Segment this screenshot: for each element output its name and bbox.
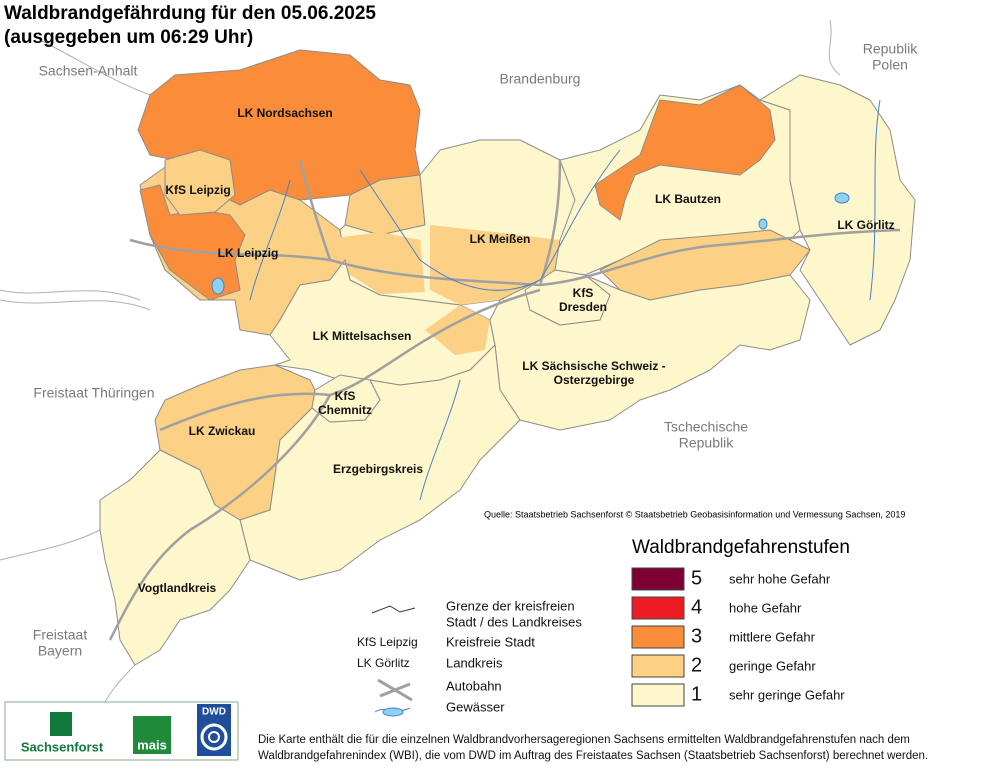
district-area <box>311 374 381 423</box>
logo-text: mais <box>137 737 167 752</box>
logo-text: Sachsenforst <box>21 739 104 754</box>
source: Quelle: Staatsbetrieb Sachsenforst © Sta… <box>484 509 905 519</box>
symbol-label: Autobahn <box>446 678 502 693</box>
legend-label: sehr geringe Gefahr <box>729 687 845 702</box>
district-label: Vogtlandkreis <box>138 581 217 595</box>
district-label: LK Meißen <box>470 232 531 246</box>
neighbor-label: Freistaat <box>33 627 88 643</box>
legend-swatch <box>631 567 685 591</box>
logo-text: DWD <box>202 707 226 718</box>
symbol-label: Gewässer <box>446 699 505 714</box>
neighbor-label: Freistaat Thüringen <box>33 385 154 401</box>
symbol-example: KfS Leipzig <box>357 635 418 649</box>
subtitle: (ausgegeben um 06:29 Uhr) <box>4 27 253 48</box>
symbol-legend: Grenze der kreisfreien Stadt / des Landk… <box>357 598 582 717</box>
district-area <box>336 232 425 294</box>
district-label: LK Leipzig <box>218 246 279 260</box>
district-area <box>425 305 490 355</box>
legend-label: sehr hohe Gefahr <box>729 571 831 586</box>
symbol-label: Grenze der kreisfreien <box>446 598 575 613</box>
neighbor-label: Republik <box>679 435 734 451</box>
symbol-example: LK Görlitz <box>357 656 410 670</box>
district-area <box>594 84 776 221</box>
district-label: Osterzgebirge <box>554 373 635 387</box>
footnote: Waldbrandgefahrenindex (WBI), die vom DW… <box>258 750 928 762</box>
symbol-label: Landkreis <box>446 655 503 670</box>
logos: Sachsenforst mais DWD <box>4 701 239 761</box>
district-label: LK Mittelsachsen <box>313 329 412 343</box>
district-label: LK Nordsachsen <box>237 106 332 120</box>
symbol-label: Stadt / des Landkreises <box>446 614 582 629</box>
district-label: LK Sächsische Schweiz - <box>522 359 665 373</box>
legend-swatch <box>631 683 685 707</box>
legend-swatch <box>631 625 685 649</box>
legend-title: Waldbrandgefahrenstufen <box>632 537 850 558</box>
legend-level: 3 <box>691 625 702 647</box>
neighbor-label: Bayern <box>38 643 82 659</box>
legend-level: 2 <box>691 654 702 676</box>
footnote: Die Karte enthält die für die einzelnen … <box>258 734 910 746</box>
symbol-label: Kreisfreie Stadt <box>446 634 535 649</box>
district-label: Dresden <box>559 300 607 314</box>
district-area <box>139 184 246 301</box>
district-area <box>759 74 916 346</box>
district-area <box>164 149 236 216</box>
legend-label: mittlere Gefahr <box>729 629 816 644</box>
district-label: LK Görlitz <box>837 218 894 232</box>
neighbor-label: Brandenburg <box>500 71 581 87</box>
district-label: KfS <box>573 286 594 300</box>
legend-level: 4 <box>691 596 702 618</box>
district-label: KfS <box>335 389 356 403</box>
district-area <box>99 449 251 666</box>
district-label: LK Zwickau <box>189 424 256 438</box>
autobahn <box>108 159 901 641</box>
legend-label: hohe Gefahr <box>729 600 802 615</box>
district-label: Chemnitz <box>318 403 372 417</box>
rivers <box>211 99 881 501</box>
legend-swatch <box>631 596 685 620</box>
neighbor-label: Republik <box>863 41 918 57</box>
neighbor-label: Tschechische <box>664 419 748 435</box>
legend-level: 1 <box>691 683 702 705</box>
neighbor-label: Polen <box>872 57 908 73</box>
legend-level: 5 <box>691 567 702 589</box>
legend-label: geringe Gefahr <box>729 658 816 673</box>
district-label: KfS Leipzig <box>165 183 230 197</box>
title: Waldbrandgefährdung für den 05.06.2025 <box>4 3 376 24</box>
district-labels: LK Nordsachsen KfS Leipzig LK Leipzig LK Me… <box>138 106 895 595</box>
district-label: Erzgebirgskreis <box>333 462 423 476</box>
legend-swatch <box>631 654 685 678</box>
district-label: LK Bautzen <box>655 192 721 206</box>
legend: 5 sehr hohe Gefahr 4 hohe Gefahr 3 mittlere G… <box>631 567 845 707</box>
neighbor-label: Sachsen-Anhalt <box>39 63 138 79</box>
neighbors: Sachsen-Anhalt BrandenburgRepublikPolenFr… <box>33 41 918 659</box>
